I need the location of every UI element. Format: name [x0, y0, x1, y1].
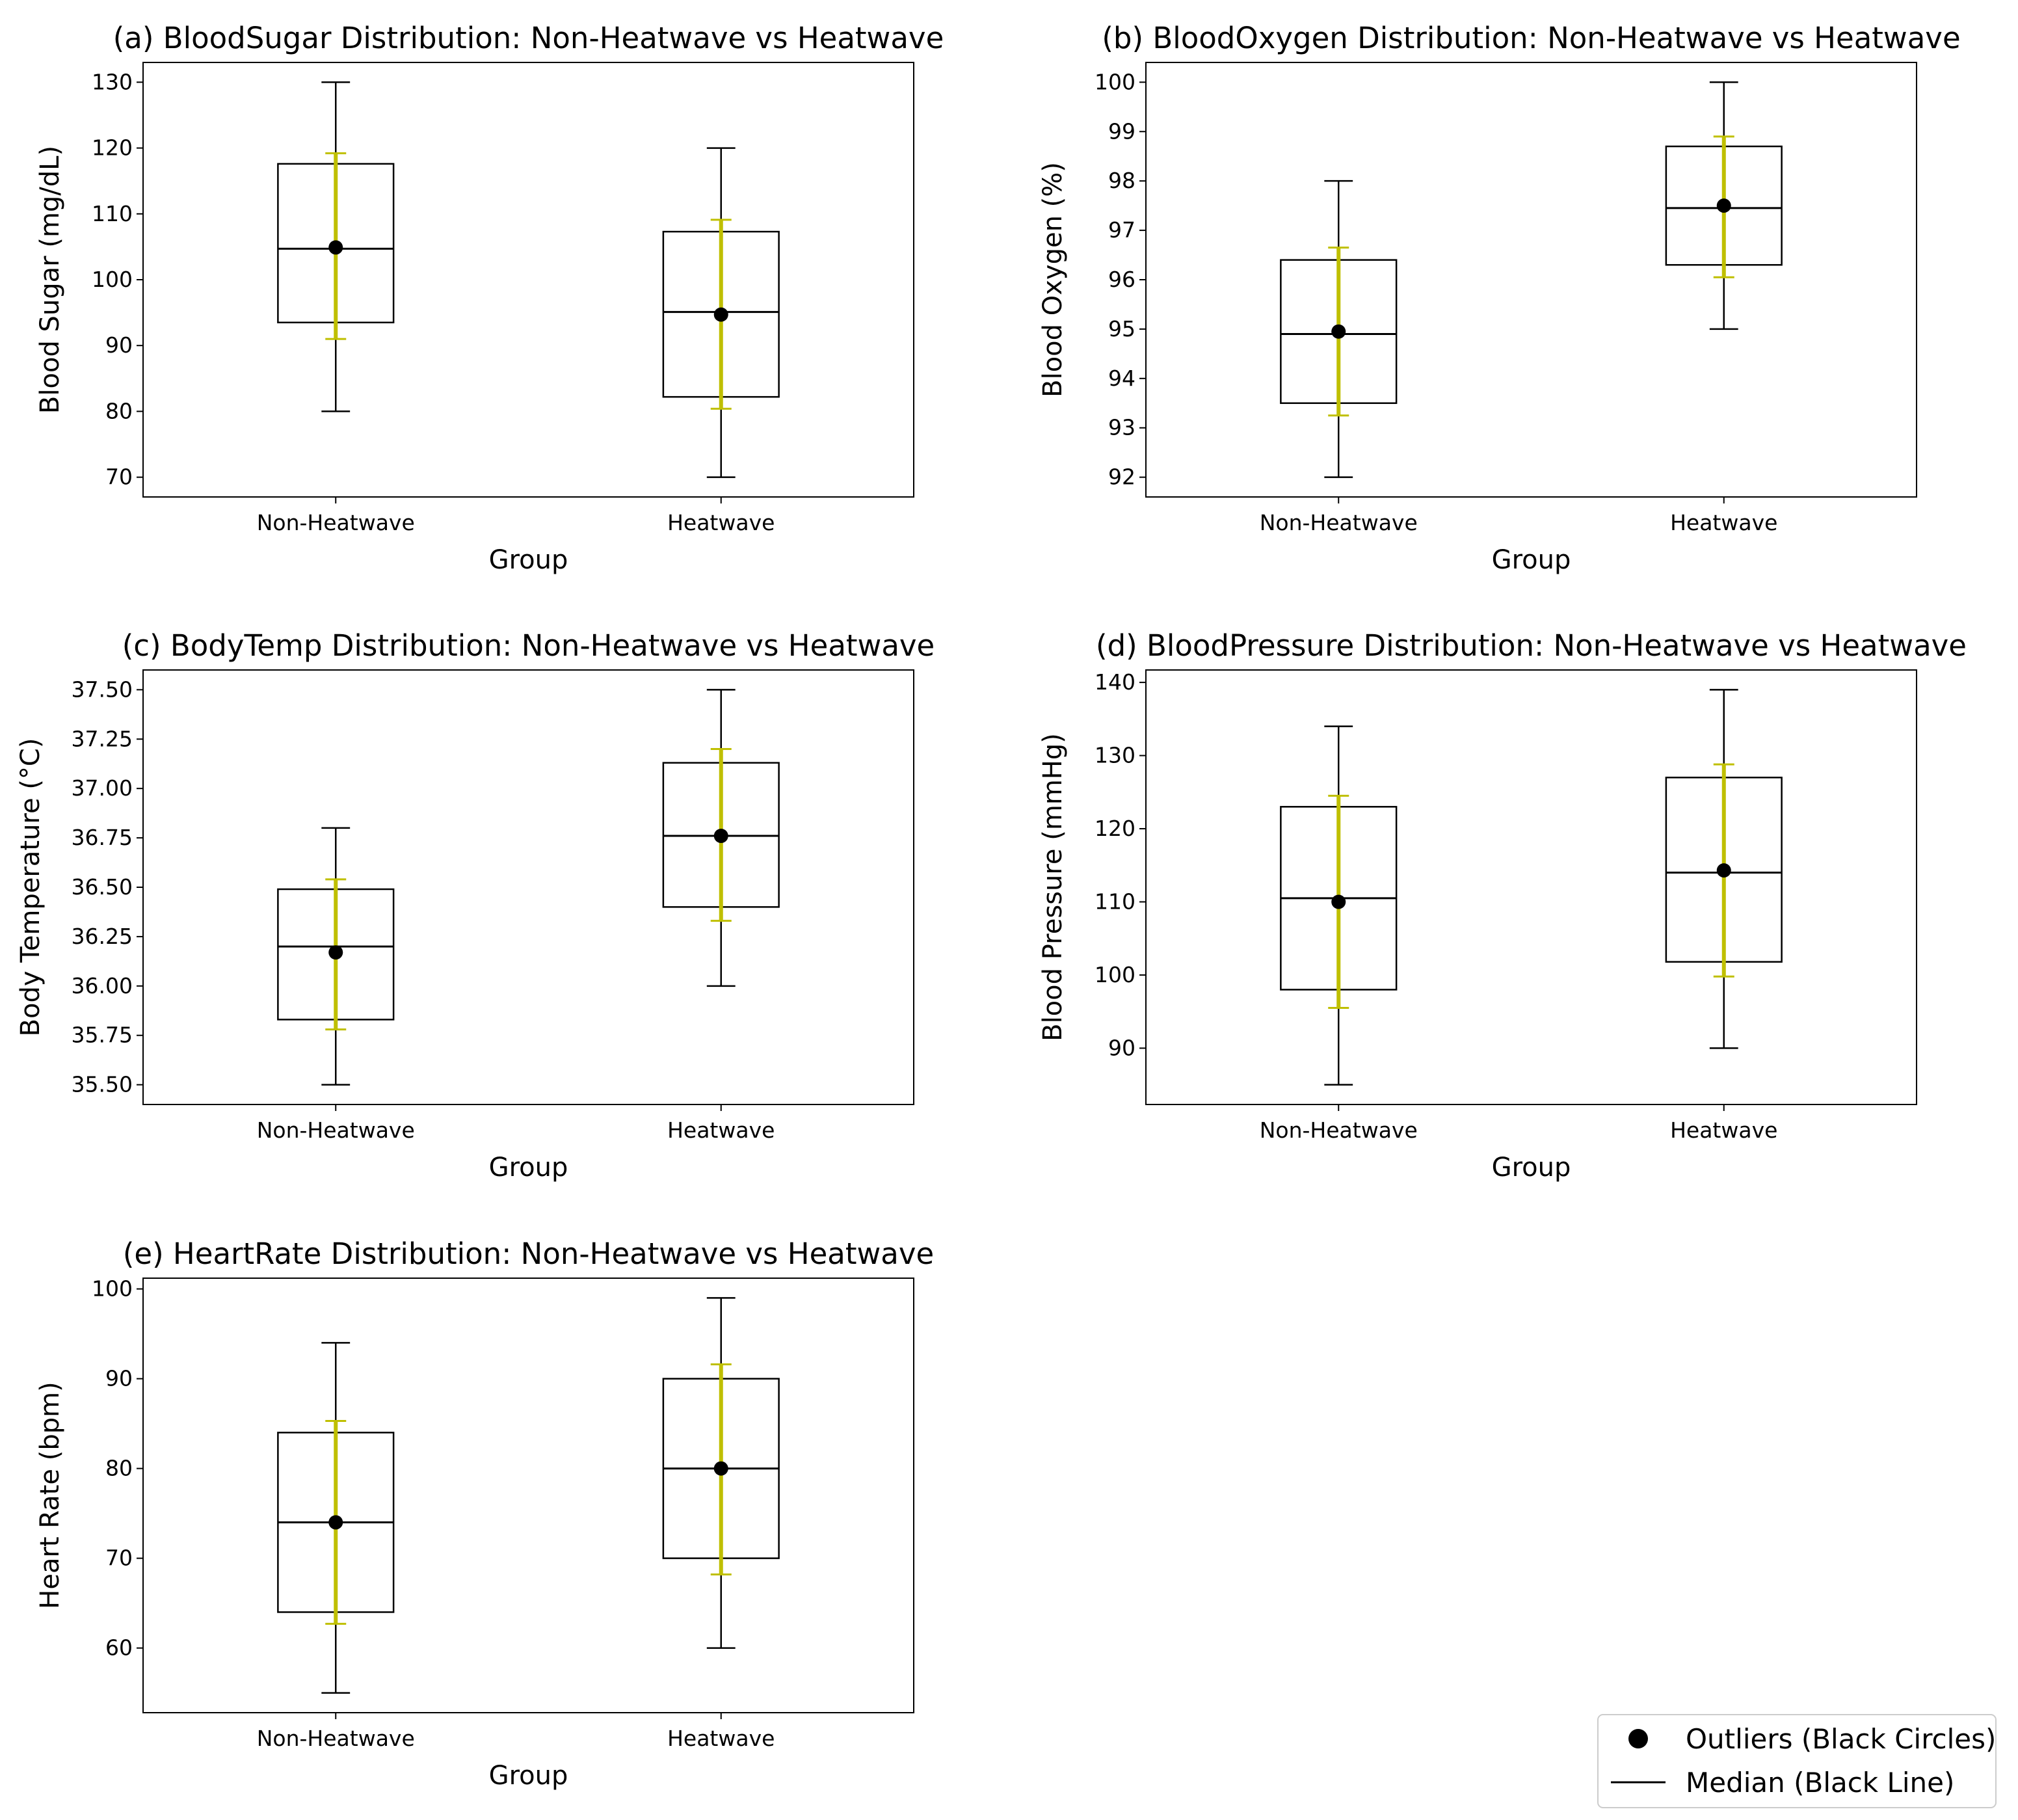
y-tick-label: 98 — [1108, 168, 1135, 193]
subplot-b: (b) BloodOxygen Distribution: Non-Heatwa… — [1038, 21, 1961, 575]
mean-marker — [1716, 198, 1731, 213]
chart-title: (e) HeartRate Distribution: Non-Heatwave… — [123, 1237, 934, 1271]
x-tick-label: Heatwave — [667, 1726, 775, 1751]
mean-marker — [713, 829, 728, 844]
x-axis-label: Group — [489, 1153, 568, 1183]
y-tick-label: 36.50 — [72, 874, 133, 900]
x-tick-label: Heatwave — [667, 510, 775, 535]
y-tick-label: 130 — [92, 69, 133, 94]
box-heatwave: Heatwave — [662, 1297, 780, 1751]
mean-marker — [713, 1461, 728, 1476]
y-tick-label: 96 — [1108, 267, 1135, 292]
y-tick-label: 90 — [105, 1366, 133, 1391]
y-tick-label: 100 — [92, 267, 133, 292]
chart-title: (d) BloodPressure Distribution: Non-Heat… — [1096, 628, 1967, 663]
y-tick-label: 37.50 — [72, 676, 133, 702]
y-tick-label: 93 — [1108, 415, 1135, 440]
mean-marker — [1716, 863, 1731, 878]
y-tick-label: 36.25 — [72, 924, 133, 949]
x-tick-label: Non-Heatwave — [257, 1117, 415, 1143]
box-heatwave: Heatwave — [1665, 81, 1783, 535]
box-heatwave: Heatwave — [1665, 689, 1783, 1143]
axes-frame — [1145, 669, 1917, 1105]
y-tick-label: 80 — [105, 398, 133, 423]
y-tick-label: 100 — [1095, 962, 1135, 987]
y-axis-label: Blood Pressure (mmHg) — [1038, 733, 1068, 1041]
y-axis-label: Blood Sugar (mg/dL) — [35, 146, 65, 414]
chart-title: (b) BloodOxygen Distribution: Non-Heatwa… — [1102, 21, 1960, 55]
y-tick-label: 94 — [1108, 366, 1135, 391]
y-tick-label: 140 — [1095, 669, 1135, 695]
legend-frame — [1597, 1714, 1997, 1808]
mean-marker — [328, 1515, 343, 1530]
y-tick-label: 110 — [1095, 889, 1135, 914]
x-axis-label: Group — [489, 1761, 568, 1791]
y-tick-label: 70 — [105, 1546, 133, 1571]
y-tick-label: 37.25 — [72, 726, 133, 751]
y-axis-label: Blood Oxygen (%) — [1038, 162, 1068, 397]
mean-marker — [1331, 894, 1346, 909]
axes-frame — [142, 1278, 914, 1713]
box-non-heatwave: Non-Heatwave — [1260, 180, 1418, 535]
y-tick-label: 120 — [92, 135, 133, 161]
x-tick-label: Non-Heatwave — [257, 1726, 415, 1751]
y-tick-label: 90 — [105, 332, 133, 358]
subplot-c: (c) BodyTemp Distribution: Non-Heatwave … — [16, 628, 935, 1183]
y-tick-label: 90 — [1108, 1035, 1135, 1060]
x-axis-label: Group — [1492, 545, 1571, 575]
box-heatwave: Heatwave — [662, 689, 780, 1143]
y-tick-label: 36.75 — [72, 825, 133, 850]
axes-frame — [142, 62, 914, 498]
y-tick-label: 100 — [1095, 69, 1135, 94]
subplot-e: (e) HeartRate Distribution: Non-Heatwave… — [35, 1237, 934, 1791]
mean-marker — [713, 307, 728, 322]
y-tick-label: 100 — [92, 1276, 133, 1302]
y-tick-label: 99 — [1108, 118, 1135, 144]
subplot-d: (d) BloodPressure Distribution: Non-Heat… — [1038, 628, 1967, 1183]
y-tick-label: 92 — [1108, 464, 1135, 490]
y-tick-label: 35.50 — [72, 1072, 133, 1097]
chart-title: (c) BodyTemp Distribution: Non-Heatwave … — [122, 628, 935, 663]
box-non-heatwave: Non-Heatwave — [257, 1342, 415, 1751]
legend-label-outliers: Outliers (Black Circles) — [1686, 1723, 1996, 1755]
axes-frame — [1145, 62, 1917, 498]
mean-marker — [328, 240, 343, 255]
box-non-heatwave: Non-Heatwave — [257, 827, 415, 1143]
x-tick-label: Heatwave — [1670, 1117, 1777, 1143]
y-tick-label: 70 — [105, 464, 133, 490]
x-axis-label: Group — [489, 545, 568, 575]
x-tick-label: Heatwave — [667, 1117, 775, 1143]
y-tick-label: 95 — [1108, 316, 1135, 341]
mean-marker — [1331, 324, 1346, 339]
x-tick-label: Non-Heatwave — [1260, 510, 1418, 535]
y-tick-label: 110 — [92, 201, 133, 226]
y-tick-label: 35.75 — [72, 1023, 133, 1048]
x-tick-label: Heatwave — [1670, 510, 1777, 535]
y-tick-label: 60 — [105, 1635, 133, 1661]
mean-marker — [328, 945, 343, 960]
axes-frame — [142, 669, 914, 1105]
y-tick-label: 97 — [1108, 217, 1135, 243]
y-tick-label: 130 — [1095, 743, 1135, 768]
legend: Outliers (Black Circles) Median (Black Li… — [1597, 1714, 1997, 1808]
legend-circle-marker — [1628, 1729, 1648, 1748]
y-tick-label: 120 — [1095, 816, 1135, 841]
chart-title: (a) BloodSugar Distribution: Non-Heatwav… — [113, 21, 944, 55]
y-tick-label: 37.00 — [72, 775, 133, 801]
x-tick-label: Non-Heatwave — [1260, 1117, 1418, 1143]
y-tick-label: 36.00 — [72, 973, 133, 998]
y-axis-label: Heart Rate (bpm) — [35, 1382, 65, 1609]
box-non-heatwave: Non-Heatwave — [257, 81, 415, 535]
subplot-a: (a) BloodSugar Distribution: Non-Heatwav… — [35, 21, 944, 575]
box-heatwave: Heatwave — [662, 147, 780, 535]
box-non-heatwave: Non-Heatwave — [1260, 725, 1418, 1143]
y-tick-label: 80 — [105, 1456, 133, 1481]
y-axis-label: Body Temperature (°C) — [16, 738, 46, 1037]
x-axis-label: Group — [1492, 1153, 1571, 1183]
x-tick-label: Non-Heatwave — [257, 510, 415, 535]
legend-label-median: Median (Black Line) — [1686, 1767, 1954, 1799]
